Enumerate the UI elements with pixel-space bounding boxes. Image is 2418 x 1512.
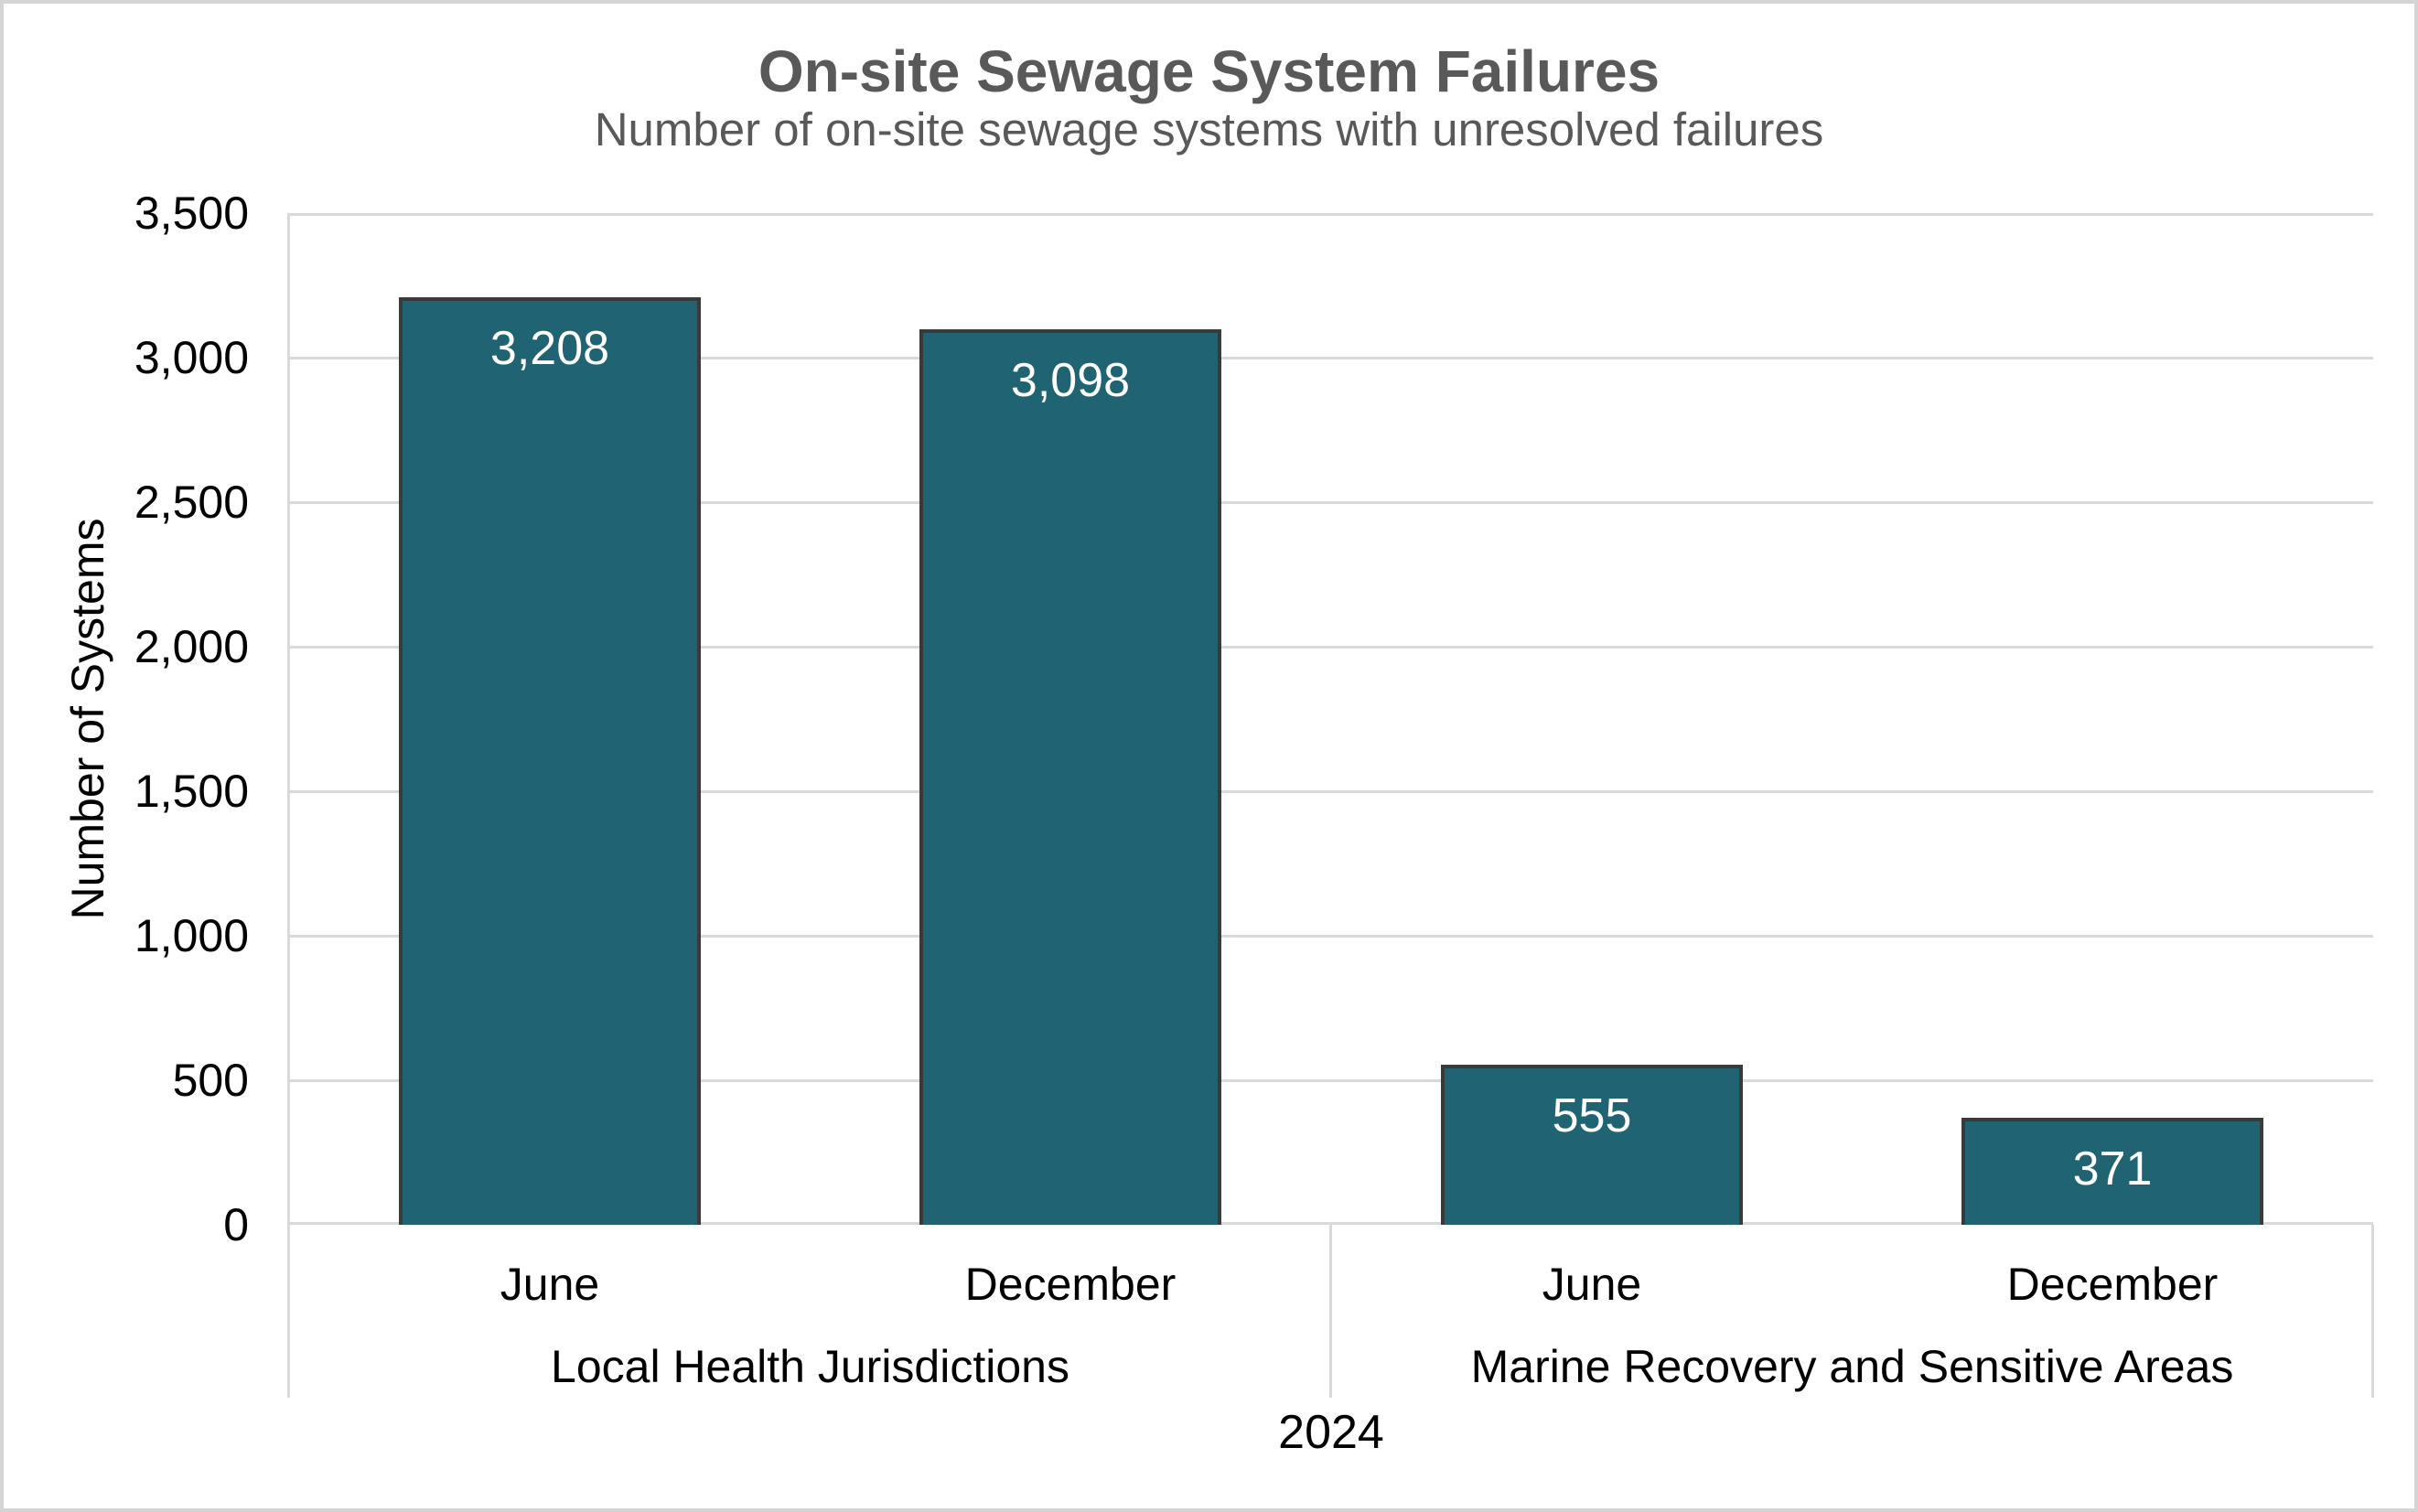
y-tick-label: 3,000 <box>134 332 249 383</box>
bar: 555 <box>1441 1065 1743 1225</box>
gridline <box>289 213 2373 216</box>
category-label: June <box>1542 1259 1642 1310</box>
bar: 3,098 <box>919 329 1221 1225</box>
chart-title: On-site Sewage System Failures <box>758 38 1660 104</box>
gridline <box>289 790 2373 793</box>
bar-value-label: 555 <box>1552 1089 1632 1142</box>
y-axis-line <box>287 213 290 1398</box>
x-axis-line <box>289 1222 2373 1225</box>
y-axis-title: Number of Systems <box>62 518 113 920</box>
category-label: June <box>500 1259 600 1310</box>
gridline <box>289 501 2373 504</box>
bar-value-label: 371 <box>2072 1142 2153 1196</box>
y-tick-label: 1,000 <box>134 910 249 961</box>
category-label: December <box>2006 1259 2219 1310</box>
y-tick-label: 2,500 <box>134 477 249 528</box>
y-tick-label: 0 <box>223 1199 249 1250</box>
gridline <box>289 357 2373 359</box>
gridline <box>289 1079 2373 1082</box>
gridline <box>289 646 2373 649</box>
category-divider <box>2371 1225 2374 1398</box>
bar: 3,208 <box>399 297 701 1225</box>
plot-area: 3,208 3,098 555 371 <box>289 213 2373 1225</box>
bar: 371 <box>1961 1118 2263 1225</box>
y-tick-label: 2,000 <box>134 621 249 672</box>
bar-value-label: 3,098 <box>1010 354 1131 407</box>
gridline <box>289 935 2373 938</box>
x-axis-year-label: 2024 <box>1278 1406 1384 1459</box>
category-divider <box>1329 1225 1332 1398</box>
group-label: Marine Recovery and Sensitive Areas <box>1470 1341 2234 1392</box>
y-tick-label: 1,500 <box>134 766 249 817</box>
chart-subtitle: Number of on-site sewage systems with un… <box>594 103 1824 155</box>
bar-value-label: 3,208 <box>489 322 610 375</box>
group-label: Local Health Jurisdictions <box>551 1341 1069 1392</box>
category-label: December <box>964 1259 1177 1310</box>
y-tick-label: 3,500 <box>134 188 249 239</box>
y-tick-label: 500 <box>172 1055 249 1106</box>
